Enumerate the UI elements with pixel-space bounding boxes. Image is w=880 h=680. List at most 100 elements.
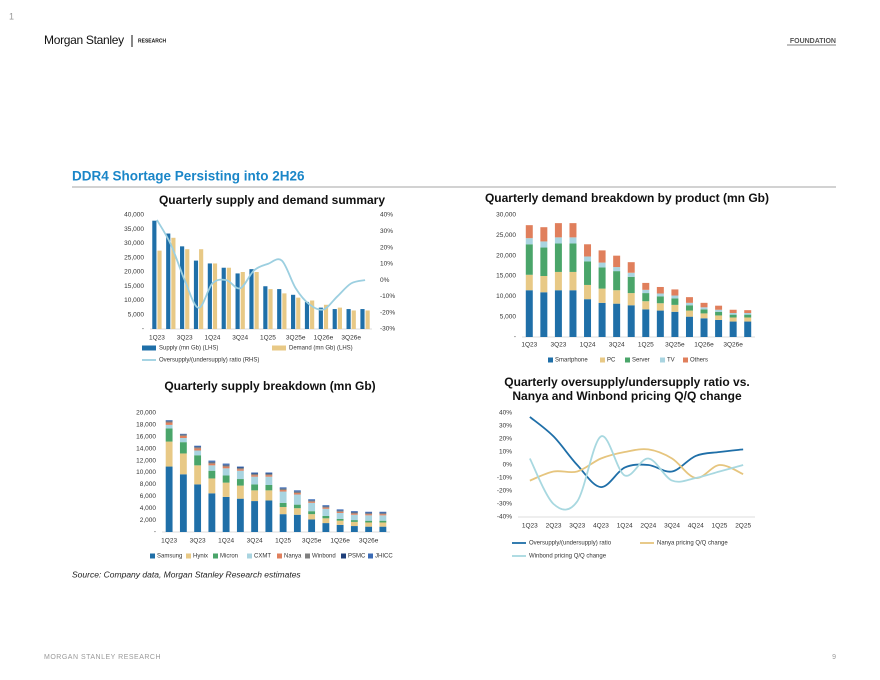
legend-label: JHICC: [375, 554, 393, 560]
bar: [268, 289, 273, 329]
bar-segment: [350, 521, 358, 527]
x-tick-label: 4Q24: [688, 523, 704, 530]
legend-swatch: [368, 553, 373, 559]
bar-segment: [194, 484, 202, 532]
bar-segment: [265, 475, 273, 477]
bar-segment: [525, 238, 533, 245]
bar-segment: [265, 473, 273, 476]
bar-segment: [598, 250, 606, 263]
bar-segment: [365, 515, 373, 521]
bar-segment: [700, 307, 708, 310]
bar-segment: [222, 463, 230, 465]
bar-segment: [336, 511, 344, 513]
bar: [221, 267, 226, 329]
legend-swatch: [247, 553, 252, 559]
page-marker: 1: [9, 11, 14, 21]
bar-segment: [715, 311, 723, 316]
line: [529, 416, 744, 489]
bar-segment: [569, 290, 577, 337]
legend-label: TV: [667, 358, 675, 364]
bar-segment: [525, 225, 533, 239]
bar: [180, 246, 185, 329]
bar: [282, 293, 287, 329]
bar-segment: [379, 512, 387, 514]
bar: [235, 273, 240, 329]
y-tick-label: 12,000: [136, 457, 156, 464]
y-tick-label: 14,000: [136, 445, 156, 452]
bar-segment: [322, 506, 330, 507]
y-tick-label: 5,000: [500, 313, 517, 320]
legend-label: Server: [632, 358, 650, 364]
y-tick-label: -: [154, 529, 156, 536]
bar-segment: [700, 313, 708, 319]
x-tick-label: 3Q23: [569, 523, 585, 530]
bar-segment: [598, 262, 606, 268]
bar-segment: [279, 487, 287, 489]
y-tick-label: 18,000: [136, 422, 156, 429]
bar-segment: [627, 272, 635, 277]
bar-segment: [584, 244, 592, 257]
legend-swatch: [600, 357, 605, 363]
bar-segment: [279, 507, 287, 515]
y-tick-label: 40,000: [124, 212, 144, 219]
legend-swatch: [660, 357, 665, 363]
bar-segment: [336, 512, 344, 519]
bar-segment: [729, 314, 737, 318]
bar-segment: [365, 512, 373, 514]
legend-label: Winbond pricing Q/Q change: [529, 554, 607, 560]
x-tick-label: 3Q25e: [302, 538, 322, 545]
y-tick-label: 20%: [499, 436, 512, 443]
bar-segment: [365, 520, 373, 523]
bar-segment: [350, 526, 358, 532]
bar-segment: [251, 501, 259, 532]
bar-segment: [194, 446, 202, 448]
legend-label: Hynix: [193, 554, 208, 560]
bar: [212, 263, 218, 329]
bar-segment: [744, 310, 752, 314]
bar-segment: [554, 243, 562, 272]
y2-tick-label: 0%: [380, 277, 390, 284]
bar-segment: [236, 467, 244, 469]
x-tick-label: 3Q23: [550, 342, 566, 349]
bar-segment: [208, 493, 216, 532]
bar-segment: [222, 496, 230, 532]
legend-label: Nanya pricing Q/Q change: [657, 541, 728, 547]
bar-segment: [265, 484, 273, 491]
bar-segment: [236, 469, 244, 471]
bar-segment: [279, 491, 287, 503]
bar-segment: [627, 262, 635, 273]
bar-segment: [279, 488, 287, 489]
legend-swatch: [272, 345, 286, 351]
x-tick-label: 3Q25e: [286, 335, 306, 342]
legend-swatch: [142, 345, 156, 351]
bar: [304, 301, 310, 329]
bar-segment: [251, 484, 259, 491]
x-tick-label: 2Q24: [640, 523, 656, 530]
bar-segment: [265, 472, 273, 474]
chart-title: Nanya and Winbond pricing Q/Q change: [512, 389, 742, 403]
x-tick-label: 4Q23: [593, 523, 609, 530]
legend-label: Samsung: [157, 554, 182, 560]
x-tick-label: 3Q26e: [723, 342, 743, 349]
legend-swatch: [186, 553, 191, 559]
bar: [157, 250, 162, 329]
bar-segment: [656, 296, 664, 304]
bar-segment: [379, 526, 387, 532]
y2-tick-label: 30%: [380, 228, 393, 235]
bar-segment: [540, 247, 548, 276]
y-tick-label: -: [142, 326, 144, 333]
bar: [346, 309, 351, 329]
x-tick-label: 1Q25: [260, 335, 276, 342]
bar-segment: [251, 472, 259, 474]
bar-segment: [293, 490, 301, 492]
bar-segment: [685, 305, 693, 311]
line: [529, 448, 744, 482]
bar-segment: [322, 507, 330, 509]
legend-swatch: [625, 357, 630, 363]
legend-label: CXMT: [254, 554, 271, 560]
bar: [193, 260, 199, 329]
y2-tick-label: 40%: [380, 212, 393, 219]
bar-segment: [540, 292, 548, 337]
y-tick-label: 8,000: [140, 481, 157, 488]
